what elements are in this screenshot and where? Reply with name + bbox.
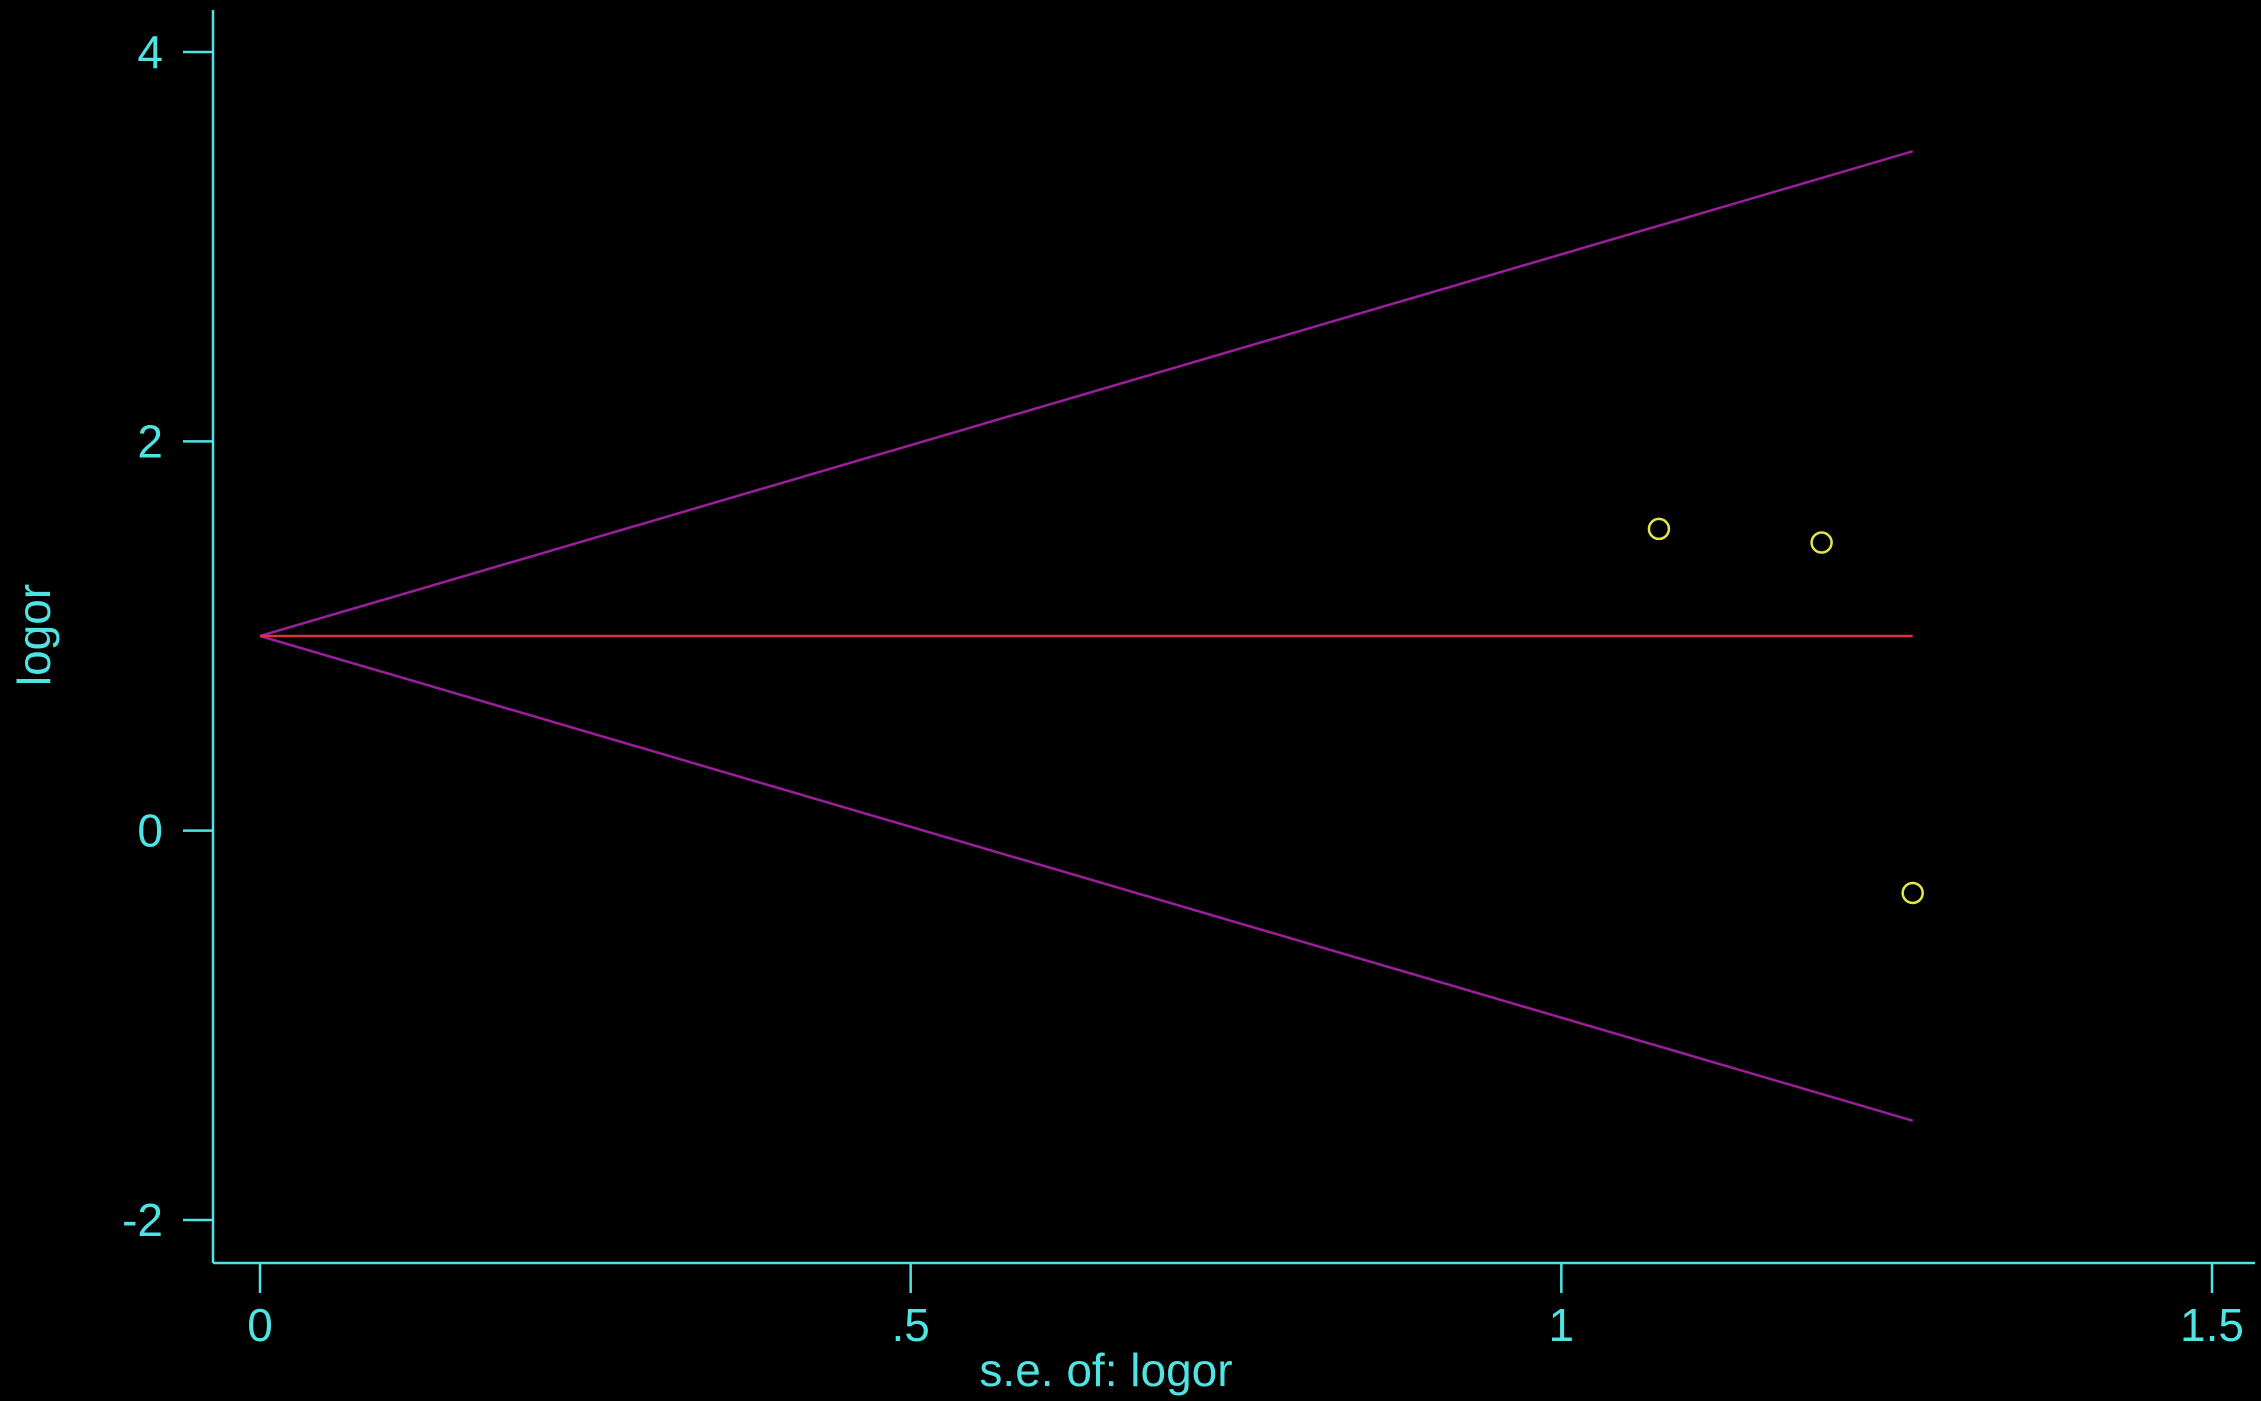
data-point [1810, 531, 1833, 554]
funnel-lines [259, 150, 1914, 1122]
x-axis-title: s.e. of: logor [979, 1344, 1232, 1396]
lower-ci-line [259, 634, 1914, 1122]
data-point [1901, 881, 1924, 905]
y-tick-label: 0 [137, 805, 163, 857]
y-tick-label: -2 [122, 1194, 163, 1246]
axes: -2 0 2 4 0 .5 1 1.5 [122, 10, 2255, 1351]
x-tick-label: 0 [247, 1299, 273, 1351]
y-tick-label: 2 [137, 415, 163, 467]
y-tick-label: 4 [137, 26, 163, 78]
x-tick-label: 1.5 [2180, 1299, 2244, 1351]
x-tick-label: .5 [891, 1299, 929, 1351]
upper-ci-line [259, 150, 1914, 638]
data-point [1647, 517, 1671, 541]
x-tick-label: 1 [1549, 1299, 1575, 1351]
data-points [1647, 517, 1924, 905]
y-axis-title: logor [8, 584, 60, 686]
